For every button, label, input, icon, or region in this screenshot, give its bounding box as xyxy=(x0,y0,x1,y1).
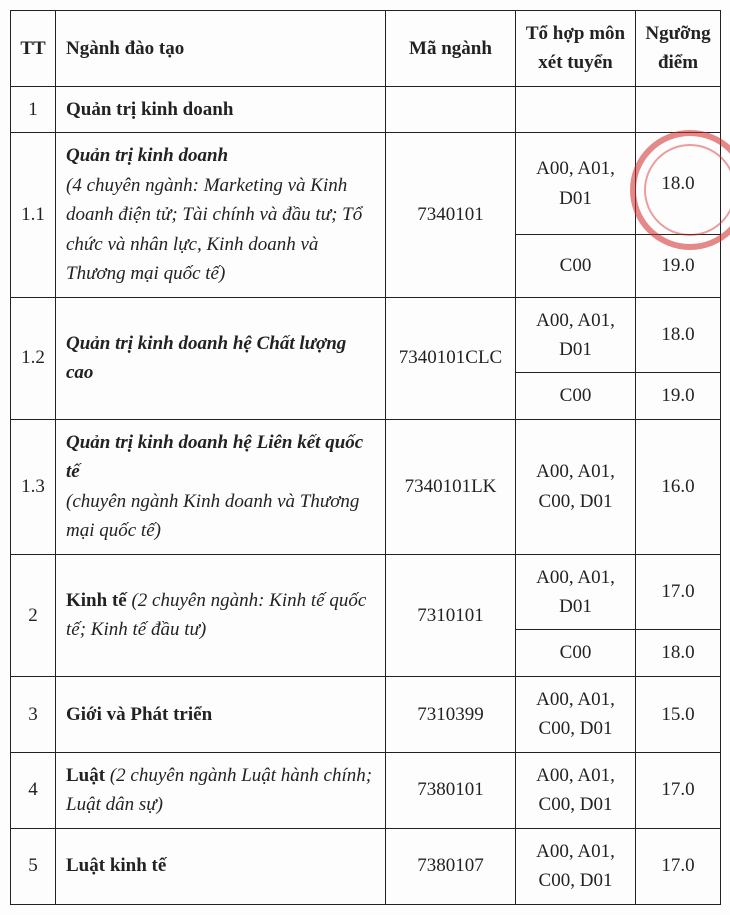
cell-ma: 7340101CLC xyxy=(386,297,516,419)
cell-thop: A00, A01, C00, D01 xyxy=(516,676,636,752)
table-row: 4 Luật (2 chuyên ngành Luật hành chính; … xyxy=(11,752,721,828)
cell-diem: 18.0 xyxy=(636,133,721,235)
header-tt: TT xyxy=(11,11,56,87)
cell-tt: 1.1 xyxy=(11,133,56,297)
cell-ma: 7340101 xyxy=(386,133,516,297)
cell-tt: 5 xyxy=(11,828,56,904)
cell-nganh: Luật kinh tế xyxy=(56,828,386,904)
cell-thop: A00, A01, C00, D01 xyxy=(516,828,636,904)
table-body: 1 Quản trị kinh doanh 1.1 Quản trị kinh … xyxy=(11,86,721,904)
cell-diem: 15.0 xyxy=(636,676,721,752)
table-row: 5 Luật kinh tế 7380107 A00, A01, C00, D0… xyxy=(11,828,721,904)
header-nganh: Ngành đào tạo xyxy=(56,11,386,87)
table-row: 1 Quản trị kinh doanh xyxy=(11,86,721,132)
table-row: 1.1 Quản trị kinh doanh (4 chuyên ngành:… xyxy=(11,133,721,235)
cell-diem: 18.0 xyxy=(636,297,721,373)
cell-nganh: Luật (2 chuyên ngành Luật hành chính; Lu… xyxy=(56,752,386,828)
cell-ma: 7380107 xyxy=(386,828,516,904)
cell-thop xyxy=(516,86,636,132)
header-row: TT Ngành đào tạo Mã ngành Tổ hợp môn xét… xyxy=(11,11,721,87)
cell-thop: C00 xyxy=(516,235,636,297)
cell-tt: 1.2 xyxy=(11,297,56,419)
cell-diem: 17.0 xyxy=(636,752,721,828)
cell-diem: 17.0 xyxy=(636,828,721,904)
cell-diem: 17.0 xyxy=(636,554,721,630)
cell-ma: 7380101 xyxy=(386,752,516,828)
cell-ma xyxy=(386,86,516,132)
table-row: 1.3 Quản trị kinh doanh hệ Liên kết quốc… xyxy=(11,419,721,554)
cell-thop: C00 xyxy=(516,373,636,419)
table-row: 1.2 Quản trị kinh doanh hệ Chất lượng ca… xyxy=(11,297,721,373)
cell-tt: 4 xyxy=(11,752,56,828)
cell-nganh: Quản trị kinh doanh (4 chuyên ngành: Mar… xyxy=(56,133,386,297)
cell-thop: C00 xyxy=(516,630,636,676)
cell-diem: 19.0 xyxy=(636,373,721,419)
cell-ma: 7340101LK xyxy=(386,419,516,554)
cell-tt: 1 xyxy=(11,86,56,132)
table-row: 3 Giới và Phát triển 7310399 A00, A01, C… xyxy=(11,676,721,752)
cell-thop: A00, A01, C00, D01 xyxy=(516,419,636,554)
admission-table: TT Ngành đào tạo Mã ngành Tổ hợp môn xét… xyxy=(10,10,721,905)
cell-nganh: Quản trị kinh doanh xyxy=(56,86,386,132)
cell-tt: 2 xyxy=(11,554,56,676)
table-row: 2 Kinh tế (2 chuyên ngành: Kinh tế quốc … xyxy=(11,554,721,630)
cell-thop: A00, A01, D01 xyxy=(516,297,636,373)
cell-ma: 7310399 xyxy=(386,676,516,752)
header-diem: Ngưỡng điểm xyxy=(636,11,721,87)
cell-diem: 18.0 xyxy=(636,630,721,676)
cell-tt: 3 xyxy=(11,676,56,752)
cell-thop: A00, A01, D01 xyxy=(516,554,636,630)
cell-thop: A00, A01, C00, D01 xyxy=(516,752,636,828)
cell-diem: 16.0 xyxy=(636,419,721,554)
cell-nganh: Kinh tế (2 chuyên ngành: Kinh tế quốc tế… xyxy=(56,554,386,676)
cell-nganh: Giới và Phát triển xyxy=(56,676,386,752)
cell-tt: 1.3 xyxy=(11,419,56,554)
cell-diem: 19.0 xyxy=(636,235,721,297)
cell-nganh: Quản trị kinh doanh hệ Chất lượng cao xyxy=(56,297,386,419)
cell-diem xyxy=(636,86,721,132)
cell-ma: 7310101 xyxy=(386,554,516,676)
cell-nganh: Quản trị kinh doanh hệ Liên kết quốc tế … xyxy=(56,419,386,554)
cell-thop: A00, A01, D01 xyxy=(516,133,636,235)
header-ma: Mã ngành xyxy=(386,11,516,87)
header-thop: Tổ hợp môn xét tuyển xyxy=(516,11,636,87)
